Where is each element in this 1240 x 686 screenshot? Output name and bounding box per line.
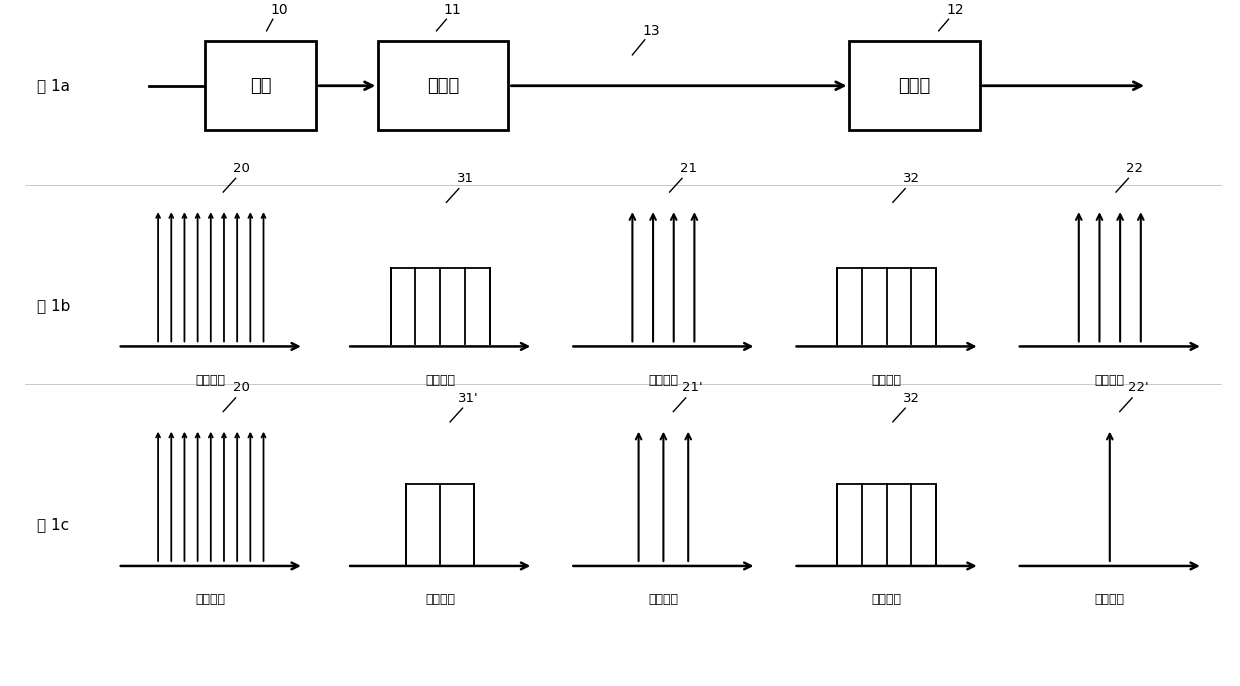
Text: 21: 21 <box>680 162 697 175</box>
Text: 32: 32 <box>903 172 920 185</box>
Text: 选择波长: 选择波长 <box>872 593 901 606</box>
Text: 选择波长: 选择波长 <box>425 593 455 606</box>
Text: 通过波长: 通过波长 <box>1095 593 1125 606</box>
Text: 31: 31 <box>456 172 474 185</box>
Text: 20: 20 <box>233 381 250 394</box>
Text: 图 1b: 图 1b <box>37 298 71 313</box>
Text: 13: 13 <box>642 24 660 38</box>
Text: 21': 21' <box>682 381 702 394</box>
Text: 通过波长: 通过波长 <box>649 593 678 606</box>
Text: 20: 20 <box>233 162 250 175</box>
Text: 光源波长: 光源波长 <box>196 593 226 606</box>
Bar <box>205 41 316 130</box>
Bar <box>378 41 508 130</box>
Text: 图 1c: 图 1c <box>37 517 69 532</box>
Text: 31': 31' <box>459 392 479 405</box>
Text: 图 1a: 图 1a <box>37 78 71 93</box>
Text: 光源: 光源 <box>249 77 272 95</box>
Text: 11: 11 <box>444 3 461 17</box>
Text: 22: 22 <box>1126 162 1143 175</box>
Text: 22': 22' <box>1128 381 1148 394</box>
Text: 选择波长: 选择波长 <box>425 374 455 387</box>
Text: 光源波长: 光源波长 <box>196 374 226 387</box>
Bar <box>849 41 980 130</box>
Text: 12: 12 <box>946 3 963 17</box>
Text: 10: 10 <box>270 3 288 17</box>
Text: 解码器: 解码器 <box>898 77 931 95</box>
Text: 选择波长: 选择波长 <box>872 374 901 387</box>
Text: 通过波长: 通过波长 <box>1095 374 1125 387</box>
Text: 通过波长: 通过波长 <box>649 374 678 387</box>
Text: 32: 32 <box>903 392 920 405</box>
Text: 编码器: 编码器 <box>427 77 460 95</box>
